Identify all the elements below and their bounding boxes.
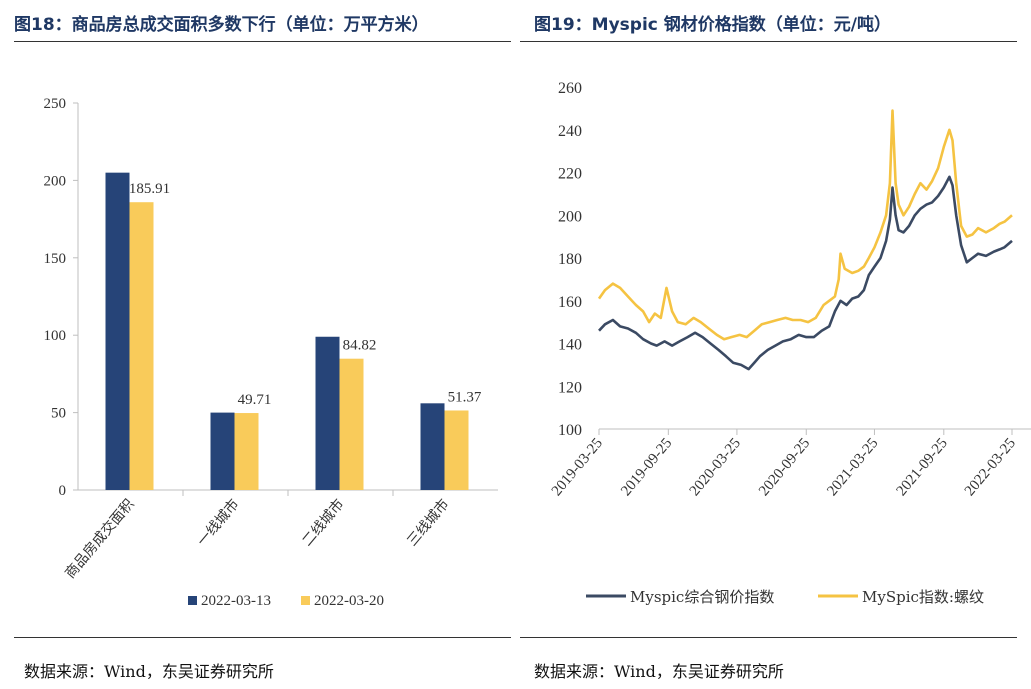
x-category-label: 商品房成交面积 bbox=[62, 496, 138, 582]
x-category-label: 三线城市 bbox=[404, 496, 453, 550]
y-tick-label: 100 bbox=[44, 328, 67, 344]
legend-swatch bbox=[301, 596, 310, 605]
x-tick-label: 2019-03-25 bbox=[549, 435, 606, 499]
legend-label: MySpic指数:螺纹 bbox=[862, 588, 984, 606]
x-tick-label: 2020-09-25 bbox=[756, 435, 813, 499]
legend-label: 2022-03-13 bbox=[201, 593, 271, 609]
bar-series2 bbox=[129, 202, 154, 491]
y-tick-label: 50 bbox=[51, 406, 66, 422]
legend-label: Myspic综合钢价指数 bbox=[630, 588, 774, 606]
y-tick-label: 100 bbox=[558, 422, 582, 439]
y-tick-label: 150 bbox=[44, 251, 67, 267]
line-chart: 100 120 140 160 180 200 220 240 260 2019-03-25 201… bbox=[549, 80, 1031, 606]
y-tick-label: 250 bbox=[44, 96, 67, 112]
legend-label: 2022-03-20 bbox=[314, 593, 384, 609]
bar-series2 bbox=[339, 358, 364, 490]
bar-chart: 0 50 100 150 200 250 185.91 商品房成交面积 49.71 一线城市 84.… bbox=[44, 96, 498, 609]
y-tick-label: 200 bbox=[558, 208, 582, 225]
x-tick-label: 2021-03-25 bbox=[824, 435, 881, 499]
y-tick-label: 220 bbox=[558, 166, 582, 183]
y-tick-label: 260 bbox=[558, 80, 582, 97]
legend-swatch bbox=[188, 596, 197, 605]
series-line-composite bbox=[598, 175, 1013, 371]
right-title-rule bbox=[520, 41, 1017, 42]
x-tick-label: 2020-03-25 bbox=[687, 435, 744, 499]
right-figure-title: 图19：Myspic 钢材价格指数（单位：元/吨） bbox=[534, 15, 891, 35]
bar-data-label: 185.91 bbox=[129, 181, 170, 197]
left-source-note: 数据来源：Wind，东吴证券研究所 bbox=[24, 662, 274, 681]
bar-series1 bbox=[420, 403, 445, 490]
x-tick-label: 2019-09-25 bbox=[618, 435, 675, 499]
y-tick-label: 0 bbox=[59, 483, 67, 499]
y-tick-label: 200 bbox=[44, 173, 67, 189]
bar-data-label: 84.82 bbox=[343, 338, 377, 354]
right-bottom-rule bbox=[520, 637, 1017, 638]
bar-series1 bbox=[210, 412, 235, 490]
bar-series1 bbox=[105, 172, 130, 490]
series-line-rebar bbox=[597, 109, 1013, 341]
left-figure-panel: 图18：商品房总成交面积多数下行（单位：万平方米） 0 50 100 150 200 25… bbox=[0, 0, 511, 689]
y-tick-label: 180 bbox=[558, 251, 582, 268]
bar-data-label: 51.37 bbox=[448, 389, 482, 405]
bar-series2 bbox=[234, 413, 259, 490]
y-tick-label: 240 bbox=[558, 123, 582, 140]
bar-series2 bbox=[444, 410, 469, 490]
right-source-note: 数据来源：Wind，东吴证券研究所 bbox=[534, 662, 784, 681]
bar-data-label: 49.71 bbox=[238, 392, 272, 408]
y-tick-label: 120 bbox=[558, 379, 582, 396]
left-bottom-rule bbox=[14, 637, 511, 638]
x-category-label: 二线城市 bbox=[299, 496, 348, 550]
left-title-rule bbox=[14, 41, 511, 42]
x-category-label: 一线城市 bbox=[194, 496, 243, 550]
x-tick-label: 2022-03-25 bbox=[962, 435, 1019, 499]
x-tick-label: 2021-09-25 bbox=[894, 435, 951, 499]
bar-series1 bbox=[315, 336, 340, 490]
y-tick-label: 140 bbox=[558, 337, 582, 354]
left-figure-title: 图18：商品房总成交面积多数下行（单位：万平方米） bbox=[14, 15, 429, 35]
right-figure-panel: 图19：Myspic 钢材价格指数（单位：元/吨） 100 120 140 160 18… bbox=[520, 0, 1031, 689]
y-tick-label: 160 bbox=[558, 294, 582, 311]
